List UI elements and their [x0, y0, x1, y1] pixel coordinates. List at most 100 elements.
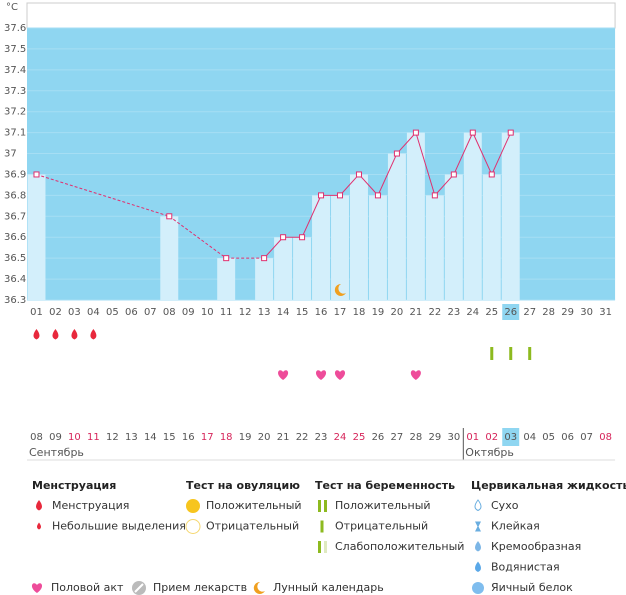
legend-icon [37, 522, 41, 530]
date-label: 06 [561, 432, 574, 443]
legend-icon [31, 583, 43, 593]
legend-icon [324, 500, 327, 512]
temperature-line [453, 132, 474, 175]
legend-icon [475, 521, 481, 532]
temperature-column [368, 195, 387, 300]
day-label: 08 [163, 307, 176, 318]
temperature-line [358, 174, 379, 196]
y-tick-label: 37.1 [4, 128, 26, 139]
temperature-point [299, 234, 306, 241]
day-label: 19 [372, 307, 385, 318]
temperature-point [412, 129, 419, 136]
date-label: 29 [428, 432, 441, 443]
chart-top [26, 2, 616, 29]
date-label: 26 [372, 432, 385, 443]
temperature-column [463, 132, 482, 300]
date-label: 22 [296, 432, 309, 443]
legend-item: Клейкая [491, 520, 540, 533]
day-label: 29 [561, 307, 574, 318]
day-label: 12 [239, 307, 252, 318]
legend-icon [186, 499, 200, 513]
temperature-column [444, 174, 463, 300]
temperature-column [27, 174, 46, 300]
y-tick-label: 36.3 [4, 295, 26, 306]
temperature-point [261, 255, 268, 262]
day-label: 01 [30, 307, 43, 318]
temperature-column [293, 237, 312, 300]
date-label: 01 [466, 432, 479, 443]
temperature-point [280, 234, 287, 241]
temperature-point [507, 129, 514, 136]
date-label: 11 [87, 432, 100, 443]
date-label: 02 [485, 432, 498, 443]
day-label: 20 [391, 307, 404, 318]
date-label: 12 [106, 432, 119, 443]
y-tick-label: 36.6 [4, 232, 26, 243]
date-label: 09 [49, 432, 62, 443]
temperature-column [217, 258, 236, 300]
date-label: 05 [542, 432, 555, 443]
temperature-line [491, 132, 512, 175]
menstruation-icon [71, 329, 78, 340]
legend-title: Тест на беременность [315, 479, 455, 492]
day-label: 18 [353, 307, 366, 318]
temperature-line [36, 173, 170, 217]
menstruation-icon [90, 329, 97, 340]
temperature-point [223, 255, 230, 262]
legend-icon [320, 520, 324, 533]
legend-item: Небольшие выделения [52, 520, 186, 533]
legend-item: Положительный [335, 499, 431, 512]
temperature-column [349, 174, 368, 300]
legend-item: Положительный [206, 499, 302, 512]
pregnancy-test-icon [528, 347, 532, 360]
day-label: 16 [315, 307, 328, 318]
today-box [502, 304, 520, 320]
day-label: 07 [144, 307, 157, 318]
temperature-point [318, 192, 325, 199]
y-tick-label: 36.4 [4, 274, 26, 285]
pregnancy-test-icon [509, 347, 513, 360]
y-tick-label: 36.7 [4, 211, 26, 222]
day-label: 26 [504, 307, 517, 318]
day-label: 02 [49, 307, 62, 318]
legend-icon [475, 561, 481, 572]
day-label: 17 [334, 307, 347, 318]
legend-item: Слабоположительный [335, 540, 464, 553]
day-label: 13 [258, 307, 271, 318]
legend-icon [318, 541, 321, 553]
y-tick-label: 37 [4, 149, 17, 160]
legend-item: Отрицательный [335, 520, 428, 533]
date-label: 08 [30, 432, 43, 443]
legend-icon [324, 541, 327, 553]
day-label: 30 [580, 307, 593, 318]
date-label: 15 [163, 432, 176, 443]
temperature-point [488, 171, 495, 178]
legend-item: Сухо [491, 499, 519, 512]
temperature-column [425, 195, 444, 300]
day-label: 28 [542, 307, 555, 318]
date-label: 14 [144, 432, 157, 443]
temperature-line [472, 132, 493, 175]
temperature-column [501, 132, 520, 300]
heart-icon [315, 370, 327, 380]
date-label: 13 [125, 432, 138, 443]
y-tick-label: 36.5 [4, 253, 26, 264]
temperature-point [469, 129, 476, 136]
day-label: 23 [447, 307, 460, 318]
legend-icon [318, 500, 321, 512]
day-label: 05 [106, 307, 119, 318]
legend-icon [36, 500, 42, 511]
temperature-point [393, 150, 400, 157]
date-label: 28 [410, 432, 423, 443]
date-label: 17 [201, 432, 214, 443]
date-label: 24 [334, 432, 347, 443]
temperature-point [166, 213, 173, 220]
date-label: 08 [599, 432, 612, 443]
menstruation-icon [33, 329, 40, 340]
day-label: 27 [523, 307, 536, 318]
moon-icon [334, 283, 347, 296]
temperature-column [482, 174, 501, 300]
legend-icon [472, 582, 484, 594]
temperature-point [355, 171, 362, 178]
